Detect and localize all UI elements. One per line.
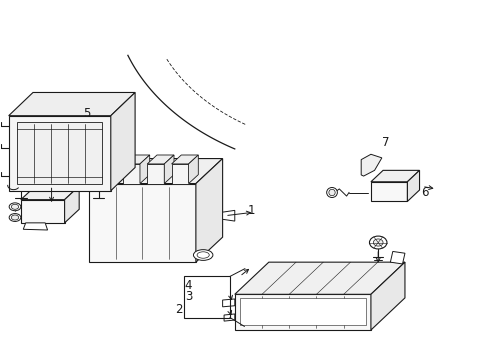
Bar [239,298,366,325]
Bar [183,276,229,318]
Polygon shape [188,155,198,184]
Polygon shape [224,314,234,321]
Ellipse shape [193,249,212,260]
Polygon shape [9,93,135,116]
Polygon shape [407,170,419,202]
Polygon shape [171,155,198,164]
Polygon shape [370,170,419,182]
Polygon shape [140,155,149,184]
Polygon shape [111,93,135,191]
Ellipse shape [328,189,334,196]
Polygon shape [99,155,125,164]
Polygon shape [234,262,404,294]
Ellipse shape [11,204,19,209]
Polygon shape [122,164,140,184]
Polygon shape [361,154,381,176]
Polygon shape [164,155,174,184]
Polygon shape [389,251,404,264]
Text: 4: 4 [184,279,192,292]
Circle shape [372,239,382,246]
Ellipse shape [197,252,209,258]
Polygon shape [64,186,79,223]
Polygon shape [196,158,222,262]
Polygon shape [222,210,234,221]
Polygon shape [122,155,149,164]
Polygon shape [23,223,47,230]
Polygon shape [147,164,164,184]
Polygon shape [234,294,370,330]
Polygon shape [370,262,404,330]
Ellipse shape [9,203,21,211]
Ellipse shape [11,215,19,220]
Polygon shape [222,299,234,307]
Ellipse shape [326,188,337,198]
Text: 1: 1 [247,204,255,217]
Text: 2: 2 [175,303,182,316]
Circle shape [369,236,386,249]
Polygon shape [116,155,125,184]
Polygon shape [21,200,64,223]
Text: 3: 3 [184,289,192,303]
Polygon shape [9,116,111,191]
Text: 5: 5 [82,107,90,120]
Polygon shape [18,122,102,184]
Polygon shape [21,186,79,200]
Polygon shape [89,158,222,184]
Polygon shape [89,184,196,262]
Polygon shape [171,164,188,184]
Polygon shape [370,182,407,202]
Polygon shape [99,164,116,184]
Polygon shape [147,155,174,164]
Text: 6: 6 [420,186,427,199]
Text: 7: 7 [381,136,388,149]
Ellipse shape [9,213,21,221]
